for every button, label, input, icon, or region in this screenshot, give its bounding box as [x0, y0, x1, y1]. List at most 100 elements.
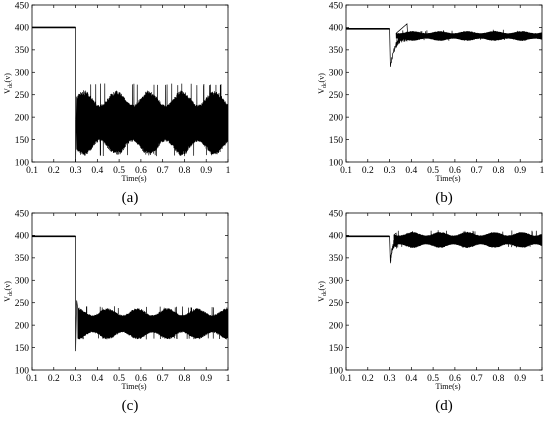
y-axis-label: Vdc(v): [3, 281, 14, 302]
x-tick-label: 0.2: [48, 374, 60, 384]
x-tick-label: 0.4: [91, 166, 103, 176]
y-tick-label: 350: [329, 46, 344, 56]
x-tick-label: 0.8: [493, 166, 505, 176]
y-tick-label: 350: [15, 254, 30, 264]
x-axis-label: Time(s): [435, 382, 460, 391]
y-axis-label-subscript: dc: [322, 82, 328, 88]
x-tick-label: 0.2: [362, 166, 374, 176]
y-tick-label: 300: [15, 277, 30, 287]
x-tick-label: 0.8: [179, 166, 191, 176]
panel-label: (a): [122, 190, 139, 206]
y-tick-label: 350: [15, 46, 30, 56]
y-tick-label: 450: [329, 209, 344, 219]
x-tick-label: 0.4: [405, 166, 417, 176]
x-tick-label: 0.4: [91, 374, 103, 384]
y-tick-label: 450: [329, 1, 344, 11]
x-tick-label: 0.1: [340, 166, 352, 176]
y-axis-label-unit: (v): [3, 73, 12, 83]
chart-panel-b: 0.1 0.2 0.3 0.4 0.5 0.6 0.7 0.8 0.9 1 100 150 200 250…: [317, 1, 545, 206]
waveform-line: [346, 23, 542, 67]
x-tick-label: 1: [540, 166, 545, 176]
plot-frame: [31, 212, 229, 371]
x-tick-label: 0.9: [200, 374, 212, 384]
x-tick-labels: 0.1 0.2 0.3 0.4 0.5 0.6 0.7 0.8 0.9 1: [340, 374, 545, 384]
x-tick-label: 0.5: [113, 166, 125, 176]
x-tick-label: 0.6: [135, 166, 147, 176]
x-tick-label: 0.4: [405, 374, 417, 384]
x-tick-label: 0.6: [449, 374, 461, 384]
x-tick-label: 0.6: [449, 166, 461, 176]
x-tick-label: 0.7: [157, 374, 169, 384]
y-axis-label-unit: (v): [317, 73, 326, 83]
x-tick-label: 0.1: [26, 166, 38, 176]
y-axis-label: Vdc(v): [3, 73, 14, 94]
y-tick-labels: 100 150 200 250 300 350 400 450: [329, 209, 344, 376]
y-tick-label: 150: [15, 136, 30, 146]
y-tick-label: 150: [329, 136, 344, 146]
y-tick-label: 250: [15, 299, 30, 309]
y-tick-label: 350: [329, 254, 344, 264]
x-tick-label: 0.8: [179, 374, 191, 384]
y-tick-label: 250: [329, 299, 344, 309]
chart-panel-d: 0.1 0.2 0.3 0.4 0.5 0.6 0.7 0.8 0.9 1 100 150 200 250…: [317, 209, 545, 414]
y-axis-label: Vdc(v): [317, 281, 328, 302]
y-tick-label: 400: [15, 232, 30, 242]
y-axis-label-main: V: [317, 296, 326, 302]
chart-panel-c: 0.1 0.2 0.3 0.4 0.5 0.6 0.7 0.8 0.9 1 100 150 200 250…: [3, 209, 231, 414]
y-tick-label: 100: [329, 158, 344, 168]
x-tick-label: 0.8: [493, 374, 505, 384]
y-tick-labels: 100 150 200 250 300 350 400 450: [15, 209, 30, 376]
x-tick-labels: 0.1 0.2 0.3 0.4 0.5 0.6 0.7 0.8 0.9 1: [26, 166, 231, 176]
x-tick-label: 0.1: [340, 374, 352, 384]
x-tick-label: 1: [226, 166, 231, 176]
y-tick-label: 400: [15, 24, 30, 34]
y-tick-label: 300: [15, 69, 30, 79]
x-tick-label: 0.5: [427, 166, 439, 176]
y-tick-labels: 100 150 200 250 300 350 400 450: [329, 1, 344, 168]
y-axis-label-subscript: dc: [322, 290, 328, 296]
x-tick-label: 0.1: [26, 374, 38, 384]
x-axis-label: Time(s): [435, 174, 460, 183]
series-voltage: [32, 26, 228, 162]
x-axis-label: Time(s): [121, 174, 146, 183]
waveform-line: [32, 235, 228, 352]
x-tick-label: 0.3: [70, 374, 82, 384]
y-axis-label-main: V: [317, 88, 326, 94]
x-tick-label: 0.3: [384, 374, 396, 384]
chart-panel-a: 0.1 0.2 0.3 0.4 0.5 0.6 0.7 0.8 0.9 1 100 150 200 250…: [3, 1, 231, 206]
y-axis-label-subscript: dc: [8, 290, 14, 296]
y-tick-label: 450: [15, 209, 30, 219]
y-tick-label: 300: [329, 277, 344, 287]
y-tick-label: 450: [15, 1, 30, 11]
y-tick-label: 400: [329, 232, 344, 242]
panel-label: (b): [435, 190, 453, 206]
y-tick-label: 200: [15, 321, 30, 331]
y-axis-label-main: V: [3, 296, 12, 302]
y-axis-label-subscript: dc: [8, 82, 14, 88]
x-tick-label: 0.5: [113, 374, 125, 384]
y-tick-label: 100: [15, 366, 30, 376]
panel-label: (d): [435, 398, 453, 414]
y-axis-label-main: V: [3, 88, 12, 94]
y-tick-label: 150: [329, 344, 344, 354]
x-tick-label: 0.7: [157, 166, 169, 176]
y-tick-labels: 100 150 200 250 300 350 400 450: [15, 1, 30, 168]
x-tick-label: 1: [226, 374, 231, 384]
y-tick-label: 200: [329, 113, 344, 123]
x-tick-label: 0.2: [48, 166, 60, 176]
y-axis-label-unit: (v): [3, 281, 12, 291]
x-tick-label: 0.9: [200, 166, 212, 176]
y-tick-label: 200: [15, 113, 30, 123]
x-tick-label: 0.5: [427, 374, 439, 384]
y-tick-label: 100: [15, 158, 30, 168]
y-axis-label: Vdc(v): [317, 73, 328, 94]
y-tick-label: 400: [329, 24, 344, 34]
x-tick-label: 0.7: [471, 374, 483, 384]
x-tick-label: 0.3: [70, 166, 82, 176]
waveform-line: [346, 230, 542, 264]
y-tick-label: 300: [329, 69, 344, 79]
x-tick-label: 0.2: [362, 374, 374, 384]
y-tick-label: 250: [15, 91, 30, 101]
series-voltage: [32, 235, 228, 352]
